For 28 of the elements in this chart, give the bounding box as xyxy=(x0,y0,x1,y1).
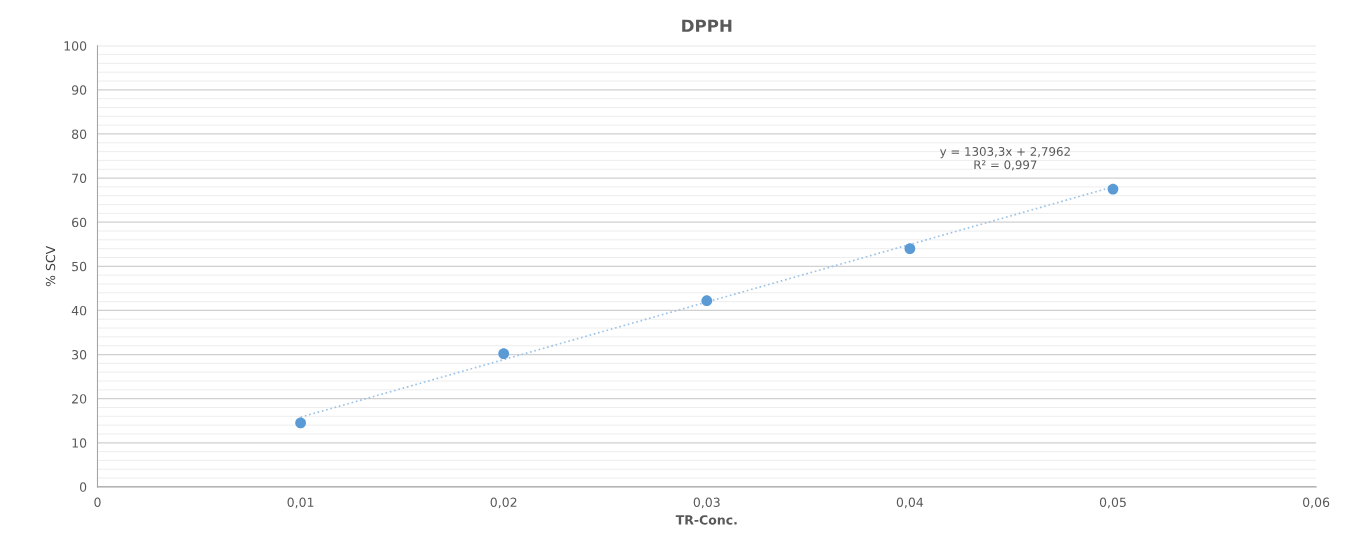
annotation: R² = 0,997 xyxy=(974,160,1037,171)
annotation: y = 1303,3x + 2,7962 xyxy=(940,147,1070,159)
y-tick-label: 20 xyxy=(72,394,87,404)
point xyxy=(701,295,713,307)
y-tick-label: 10 xyxy=(72,438,87,448)
x-tick-label: 0 xyxy=(94,497,101,507)
y-tick-label: 90 xyxy=(71,85,87,95)
y-tick-label: 80 xyxy=(72,129,87,139)
x-tick-label: 0,06 xyxy=(1303,497,1330,509)
x-tick-label: 0,03 xyxy=(693,497,720,509)
x-tick-label: 0,04 xyxy=(896,497,924,509)
point xyxy=(498,348,510,360)
x-tick-label: 0,02 xyxy=(490,497,517,509)
x-tick-label: 0,01 xyxy=(287,497,314,509)
y-tick-label: 40 xyxy=(71,305,87,316)
y-axis-title: % SCV xyxy=(45,245,56,287)
point xyxy=(904,243,916,255)
y-tick-label: 0 xyxy=(79,482,87,492)
y-tick-label: 50 xyxy=(72,261,87,272)
point xyxy=(1107,183,1119,195)
y-tick-label: 70 xyxy=(72,173,87,183)
point xyxy=(295,417,306,429)
y-tick-label: 60 xyxy=(72,217,87,228)
x-axis-title: TR-Conc. xyxy=(675,515,737,525)
y-tick-label: 30 xyxy=(72,350,87,360)
x-tick-label: 0,05 xyxy=(1099,497,1126,509)
y-tick-label: 100 xyxy=(64,41,87,51)
chart-title: DPPH xyxy=(682,19,732,32)
